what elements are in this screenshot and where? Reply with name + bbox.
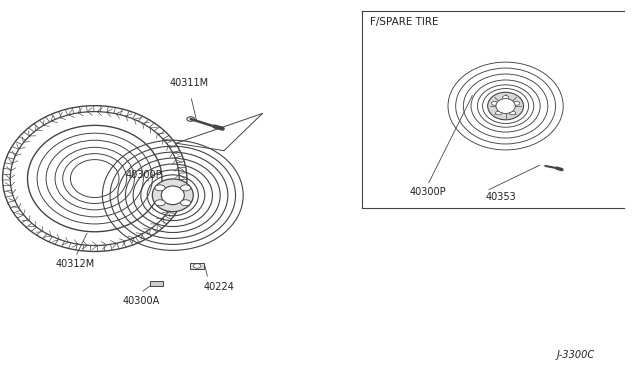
Ellipse shape: [488, 92, 524, 120]
Circle shape: [180, 185, 191, 191]
Text: 40300P: 40300P: [409, 187, 446, 197]
Circle shape: [502, 96, 509, 99]
Text: 40312M: 40312M: [56, 259, 95, 269]
Bar: [190, 263, 204, 269]
Text: 40300P: 40300P: [125, 170, 163, 180]
Text: J-3300C: J-3300C: [557, 350, 595, 360]
Ellipse shape: [496, 99, 515, 113]
Circle shape: [193, 264, 201, 268]
Bar: [150, 281, 163, 286]
Circle shape: [155, 200, 165, 206]
Circle shape: [509, 111, 516, 115]
Text: F/SPARE TIRE: F/SPARE TIRE: [370, 17, 438, 27]
Ellipse shape: [152, 179, 193, 212]
Circle shape: [513, 102, 520, 105]
Circle shape: [492, 102, 498, 105]
Circle shape: [155, 185, 165, 191]
Text: 40311M: 40311M: [169, 78, 209, 88]
Text: 40300A: 40300A: [122, 296, 159, 306]
Text: 40224: 40224: [204, 282, 234, 292]
Ellipse shape: [161, 186, 184, 205]
Text: 40353: 40353: [485, 192, 516, 202]
Circle shape: [495, 111, 502, 115]
Circle shape: [180, 200, 191, 206]
